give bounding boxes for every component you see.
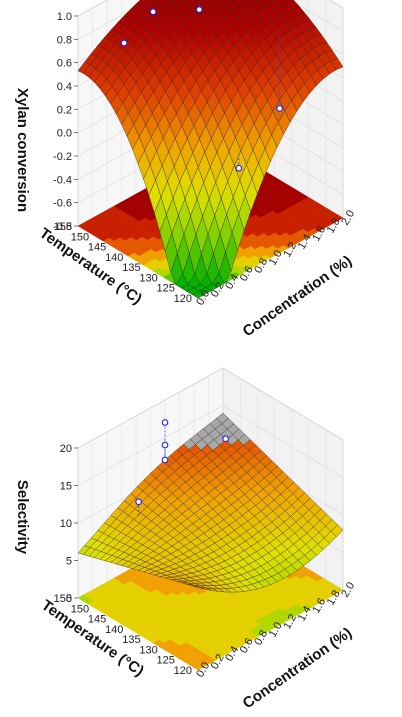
- z-tick-label: 0.0: [57, 128, 72, 140]
- z-tick-label: 1.0: [57, 11, 72, 23]
- y-tick-label: 155: [54, 221, 72, 233]
- y-tick-label: 130: [139, 272, 157, 284]
- z-tick-label: 5: [66, 556, 72, 568]
- xylan-conversion-chart: -0.8 -0.6 -0.4 -0.2 0.0 0.2 0.4 0.6 0.8 1.0 120 125…: [0, 0, 402, 340]
- z-axis-title: Selectivity: [14, 480, 31, 555]
- surface-cell: [194, 0, 198, 2]
- y-tick-label: 150: [71, 603, 89, 615]
- xylan-conversion-plot: -0.8 -0.6 -0.4 -0.2 0.0 0.2 0.4 0.6 0.8 1.0 120125…: [14, 0, 357, 340]
- z-tick-label: 0.2: [57, 104, 72, 116]
- z-tick-label: -0.2: [53, 151, 72, 163]
- surface: [77, 0, 344, 299]
- wall-gridline: [77, 0, 344, 40]
- z-tick-label: 15: [60, 481, 72, 493]
- y-tick-label: 155: [54, 593, 72, 605]
- data-point: [161, 419, 169, 426]
- z-tick-label: -0.6: [53, 198, 72, 210]
- surface-cell: [192, 585, 205, 590]
- data-point: [276, 105, 284, 112]
- data-point: [235, 164, 243, 172]
- y-tick-label: 125: [156, 283, 174, 295]
- selectivity-plot: 051015201201251301351401451501550.00.20.…: [14, 367, 357, 712]
- z-tick-label: -0.8: [53, 221, 72, 233]
- y-tick-label: 125: [156, 655, 174, 667]
- y-tick-label: 120: [174, 665, 192, 677]
- y-tick-label: 140: [105, 252, 123, 264]
- z-tick-label: 0.8: [57, 34, 72, 46]
- z-tick-label: -0.4: [53, 174, 72, 186]
- y-tick-label: 140: [105, 624, 123, 636]
- y-tick-label: 130: [139, 644, 157, 656]
- selectivity-chart: 0 5 10 15 20 120 125 130 135 140 145 150 155 0.0 0.2 0.…: [0, 352, 402, 712]
- z-tick-label: 0.4: [57, 81, 72, 93]
- y-tick-label: 145: [88, 242, 106, 254]
- plot-area: 051015201201251301351401451501550.00.20.…: [14, 367, 357, 712]
- z-tick-label: 0: [66, 593, 72, 605]
- y-tick-label: 150: [71, 231, 89, 243]
- y-tick-label: 120: [174, 293, 192, 305]
- surface-cell: [192, 290, 205, 299]
- data-point: [135, 498, 142, 506]
- plot-area: -0.8 -0.6 -0.4 -0.2 0.0 0.2 0.4 0.6 0.8 1.0 120125…: [14, 0, 357, 340]
- y-tick-label: 135: [122, 634, 140, 646]
- data-point: [195, 6, 203, 13]
- data-point: [222, 435, 229, 443]
- surface: [77, 412, 344, 593]
- z-tick-label: 10: [60, 518, 72, 530]
- data-point: [149, 8, 157, 16]
- data-point: [161, 441, 169, 449]
- z-tick-label: 0.6: [57, 58, 72, 70]
- surface-cell: [254, 0, 261, 3]
- z-axis-title: Xylan conversion: [14, 88, 31, 212]
- z-tick-label: 20: [60, 443, 72, 455]
- surface-cell: [181, 0, 188, 3]
- data-point: [161, 456, 169, 464]
- data-point: [120, 39, 128, 47]
- y-tick-label: 145: [88, 614, 106, 626]
- y-tick-label: 135: [122, 262, 140, 274]
